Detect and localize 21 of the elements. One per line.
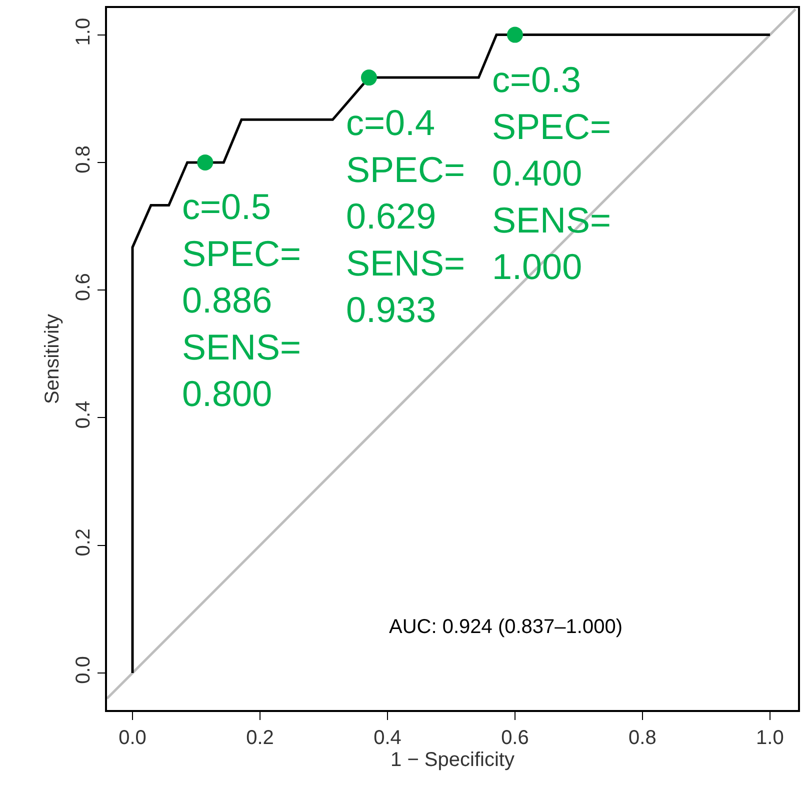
- annotation: AUC: 0.924 (0.837–1.000): [389, 616, 622, 638]
- annotation: c=0.3 SPEC= 0.400 SENS= 1.000: [492, 59, 612, 288]
- x-tick-label: 0.6: [501, 726, 529, 749]
- point: [360, 70, 377, 86]
- annotation: c=0.4 SPEC= 0.629 SENS= 0.933: [346, 102, 466, 330]
- y-tick-label: 0.4: [72, 400, 94, 429]
- x-tick-label: 0.8: [628, 726, 656, 749]
- y-tick-label: 1.0: [72, 18, 94, 46]
- y-tick-label: 0.0: [72, 656, 94, 684]
- x-tick-label: 0.4: [374, 726, 402, 749]
- y-tick-label: 0.2: [72, 528, 94, 556]
- x-tick-label: 0.0: [118, 726, 146, 749]
- point: [197, 154, 214, 170]
- point: [506, 26, 523, 43]
- y-tick-label: 0.8: [72, 146, 94, 174]
- annotation: c=0.5 SPEC= 0.886 SENS= 0.800: [182, 186, 302, 414]
- y-tick-label: 0.6: [72, 273, 94, 301]
- y-axis-title: Sensitivity: [41, 314, 64, 404]
- x-tick-label: 0.2: [246, 726, 274, 749]
- x-axis-title: 1 − Specificity: [390, 748, 514, 771]
- x-tick-label: 1.0: [756, 726, 784, 749]
